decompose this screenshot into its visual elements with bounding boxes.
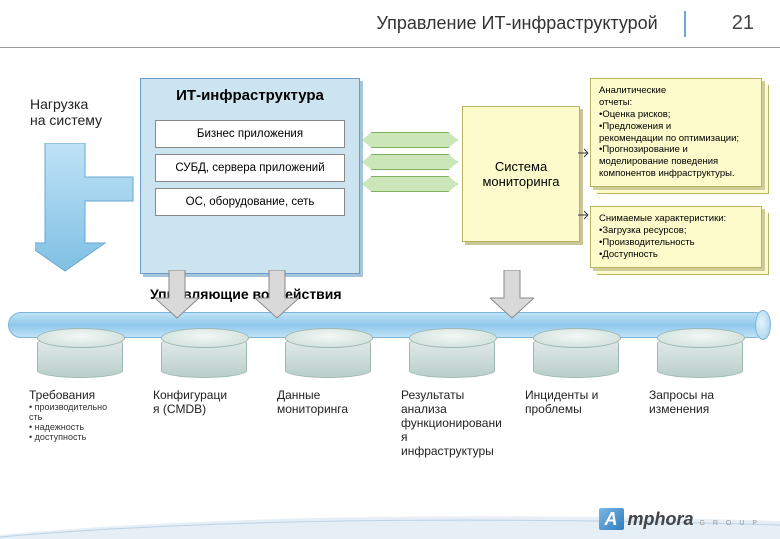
bidir-arrows — [362, 126, 458, 198]
header-divider — [684, 11, 686, 37]
logo-a-icon: A — [599, 508, 624, 530]
cylinder-sub: • производительно сть • надежность • дос… — [25, 402, 135, 442]
down-arrow-icon — [155, 270, 199, 310]
slide-header: Управление ИТ-инфраструктурой 21 — [0, 0, 780, 48]
cylinder-item: Данные мониторинга — [273, 336, 383, 458]
logo: A mphora G R O U P — [599, 508, 760, 530]
cylinder-item: Инциденты и проблемы — [521, 336, 631, 458]
cylinder-item: Результаты анализа функционировани я инф… — [397, 336, 507, 458]
page-number: 21 — [732, 12, 754, 35]
infra-row: СУБД, сервера приложений — [155, 154, 345, 182]
cylinder-item: Конфигураци я (CMDB) — [149, 336, 259, 458]
cylinder-item: Запросы на изменения — [645, 336, 755, 458]
cylinder-icon — [657, 336, 743, 378]
cylinder-title: Результаты анализа функционировани я инф… — [397, 388, 507, 458]
cylinder-icon — [161, 336, 247, 378]
arrow-lr-icon — [362, 132, 458, 148]
cylinder-icon — [533, 336, 619, 378]
analytics-note: Аналитические отчеты: •Оценка рисков; •П… — [590, 78, 762, 187]
cylinder-icon — [285, 336, 371, 378]
infra-title: ИТ-инфраструктура — [141, 79, 359, 114]
load-label: Нагрузка на систему — [30, 96, 102, 128]
logo-text: mphora — [628, 509, 694, 530]
cylinder-icon — [37, 336, 123, 378]
infra-row: ОС, оборудование, сеть — [155, 188, 345, 216]
infra-box: ИТ-инфраструктура Бизнес приложения СУБД… — [140, 78, 360, 274]
diagram-area: Нагрузка на систему ИТ-инфраструктура Би… — [0, 78, 780, 348]
cylinder-title: Данные мониторинга — [273, 388, 383, 416]
cylinder-title: Инциденты и проблемы — [521, 388, 631, 416]
cylinder-item: Требования• производительно сть • надежн… — [25, 336, 135, 458]
cylinder-title: Конфигураци я (CMDB) — [149, 388, 259, 416]
down-arrow-icon — [255, 270, 299, 310]
slide-title: Управление ИТ-инфраструктурой — [376, 13, 657, 34]
footer: A mphora G R O U P — [0, 499, 780, 539]
down-arrow-icon — [490, 270, 534, 310]
infra-row: Бизнес приложения — [155, 120, 345, 148]
load-arrow-icon — [35, 143, 135, 278]
cylinder-title: Требования — [25, 388, 135, 402]
metrics-note: Снимаемые характеристики: •Загрузка ресу… — [590, 206, 762, 268]
logo-sub: G R O U P — [700, 520, 760, 527]
monitoring-box: Система мониторинга — [462, 106, 580, 242]
arrow-lr-icon — [362, 154, 458, 170]
cylinder-icon — [409, 336, 495, 378]
arrow-lr-icon — [362, 176, 458, 192]
cylinder-title: Запросы на изменения — [645, 388, 755, 416]
cylinders-row: Требования• производительно сть • надежн… — [0, 336, 780, 458]
